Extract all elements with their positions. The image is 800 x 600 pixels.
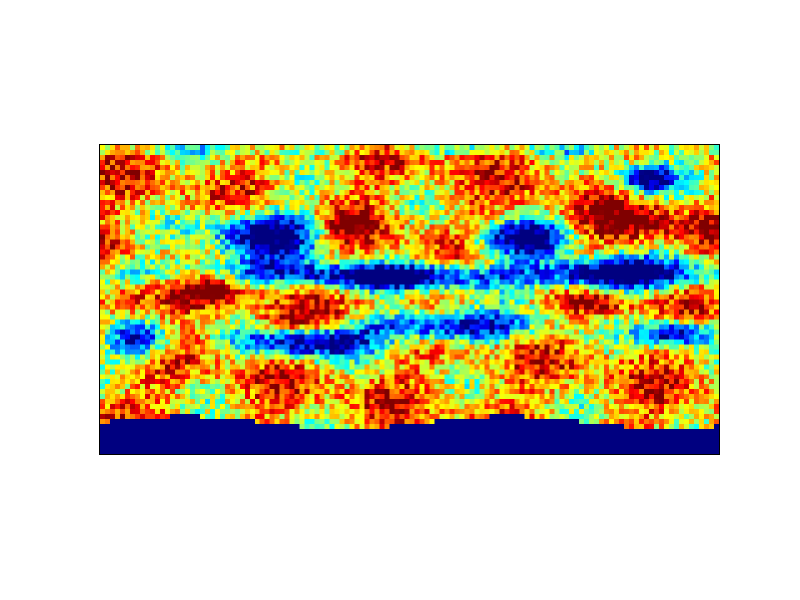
heatmap-image xyxy=(100,145,719,454)
heatmap-axes xyxy=(99,144,720,455)
